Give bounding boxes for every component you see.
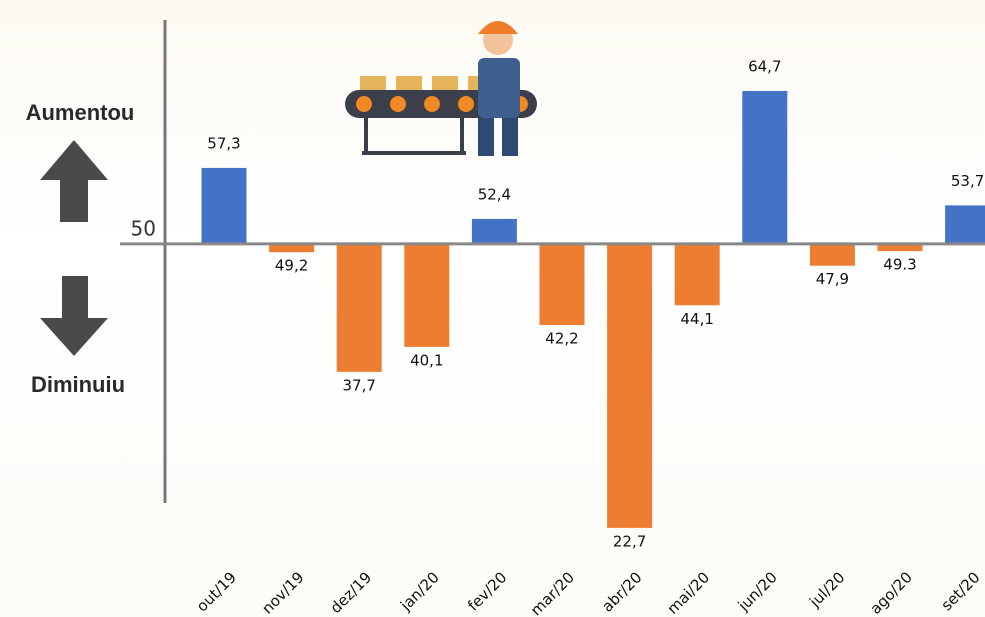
decrease-label: Diminuiu: [31, 372, 125, 397]
increase-label: Aumentou: [26, 100, 135, 125]
bar: [269, 243, 315, 253]
baseline-label: 50: [131, 216, 156, 240]
x-tick-label: jul/20: [805, 568, 848, 611]
value-label: 37,7: [342, 376, 375, 394]
x-tick-label: jan/20: [396, 568, 443, 615]
value-label: 64,7: [748, 57, 781, 75]
bar: [539, 243, 585, 326]
conveyor-illustration: [345, 21, 537, 156]
up-arrow: [40, 140, 108, 222]
value-label: 47,9: [816, 270, 849, 288]
bar: [336, 243, 382, 372]
x-tick-label: abr/20: [598, 568, 645, 615]
x-tick-label: dez/19: [327, 568, 376, 617]
value-label: 42,2: [545, 330, 578, 348]
x-tick-label: jun/20: [734, 568, 781, 615]
x-tick-label: mai/20: [664, 568, 714, 617]
value-label: 49,2: [275, 257, 308, 275]
bar: [607, 243, 653, 528]
bar: [404, 243, 450, 347]
bar: [742, 90, 788, 244]
value-label: 40,1: [410, 351, 443, 369]
x-tick-label: ago/20: [866, 568, 916, 617]
x-tick-label: out/19: [193, 568, 240, 615]
bar: [674, 243, 720, 306]
x-tick-label: mar/20: [527, 568, 578, 617]
bar: [945, 205, 985, 244]
x-tick-label: fev/20: [464, 568, 510, 614]
x-tick-label: set/20: [938, 568, 984, 614]
value-label: 44,1: [680, 310, 713, 328]
bar: [877, 243, 923, 252]
bar: [471, 218, 517, 244]
bar: [201, 167, 247, 244]
value-label: 52,4: [478, 185, 511, 203]
value-label: 57,3: [207, 134, 240, 152]
down-arrow: [40, 276, 108, 356]
bar: [809, 243, 855, 266]
value-label: 53,7: [951, 172, 984, 190]
value-label: 49.3: [883, 256, 916, 274]
value-label: 22,7: [613, 532, 646, 550]
x-tick-label: nov/19: [258, 568, 307, 617]
